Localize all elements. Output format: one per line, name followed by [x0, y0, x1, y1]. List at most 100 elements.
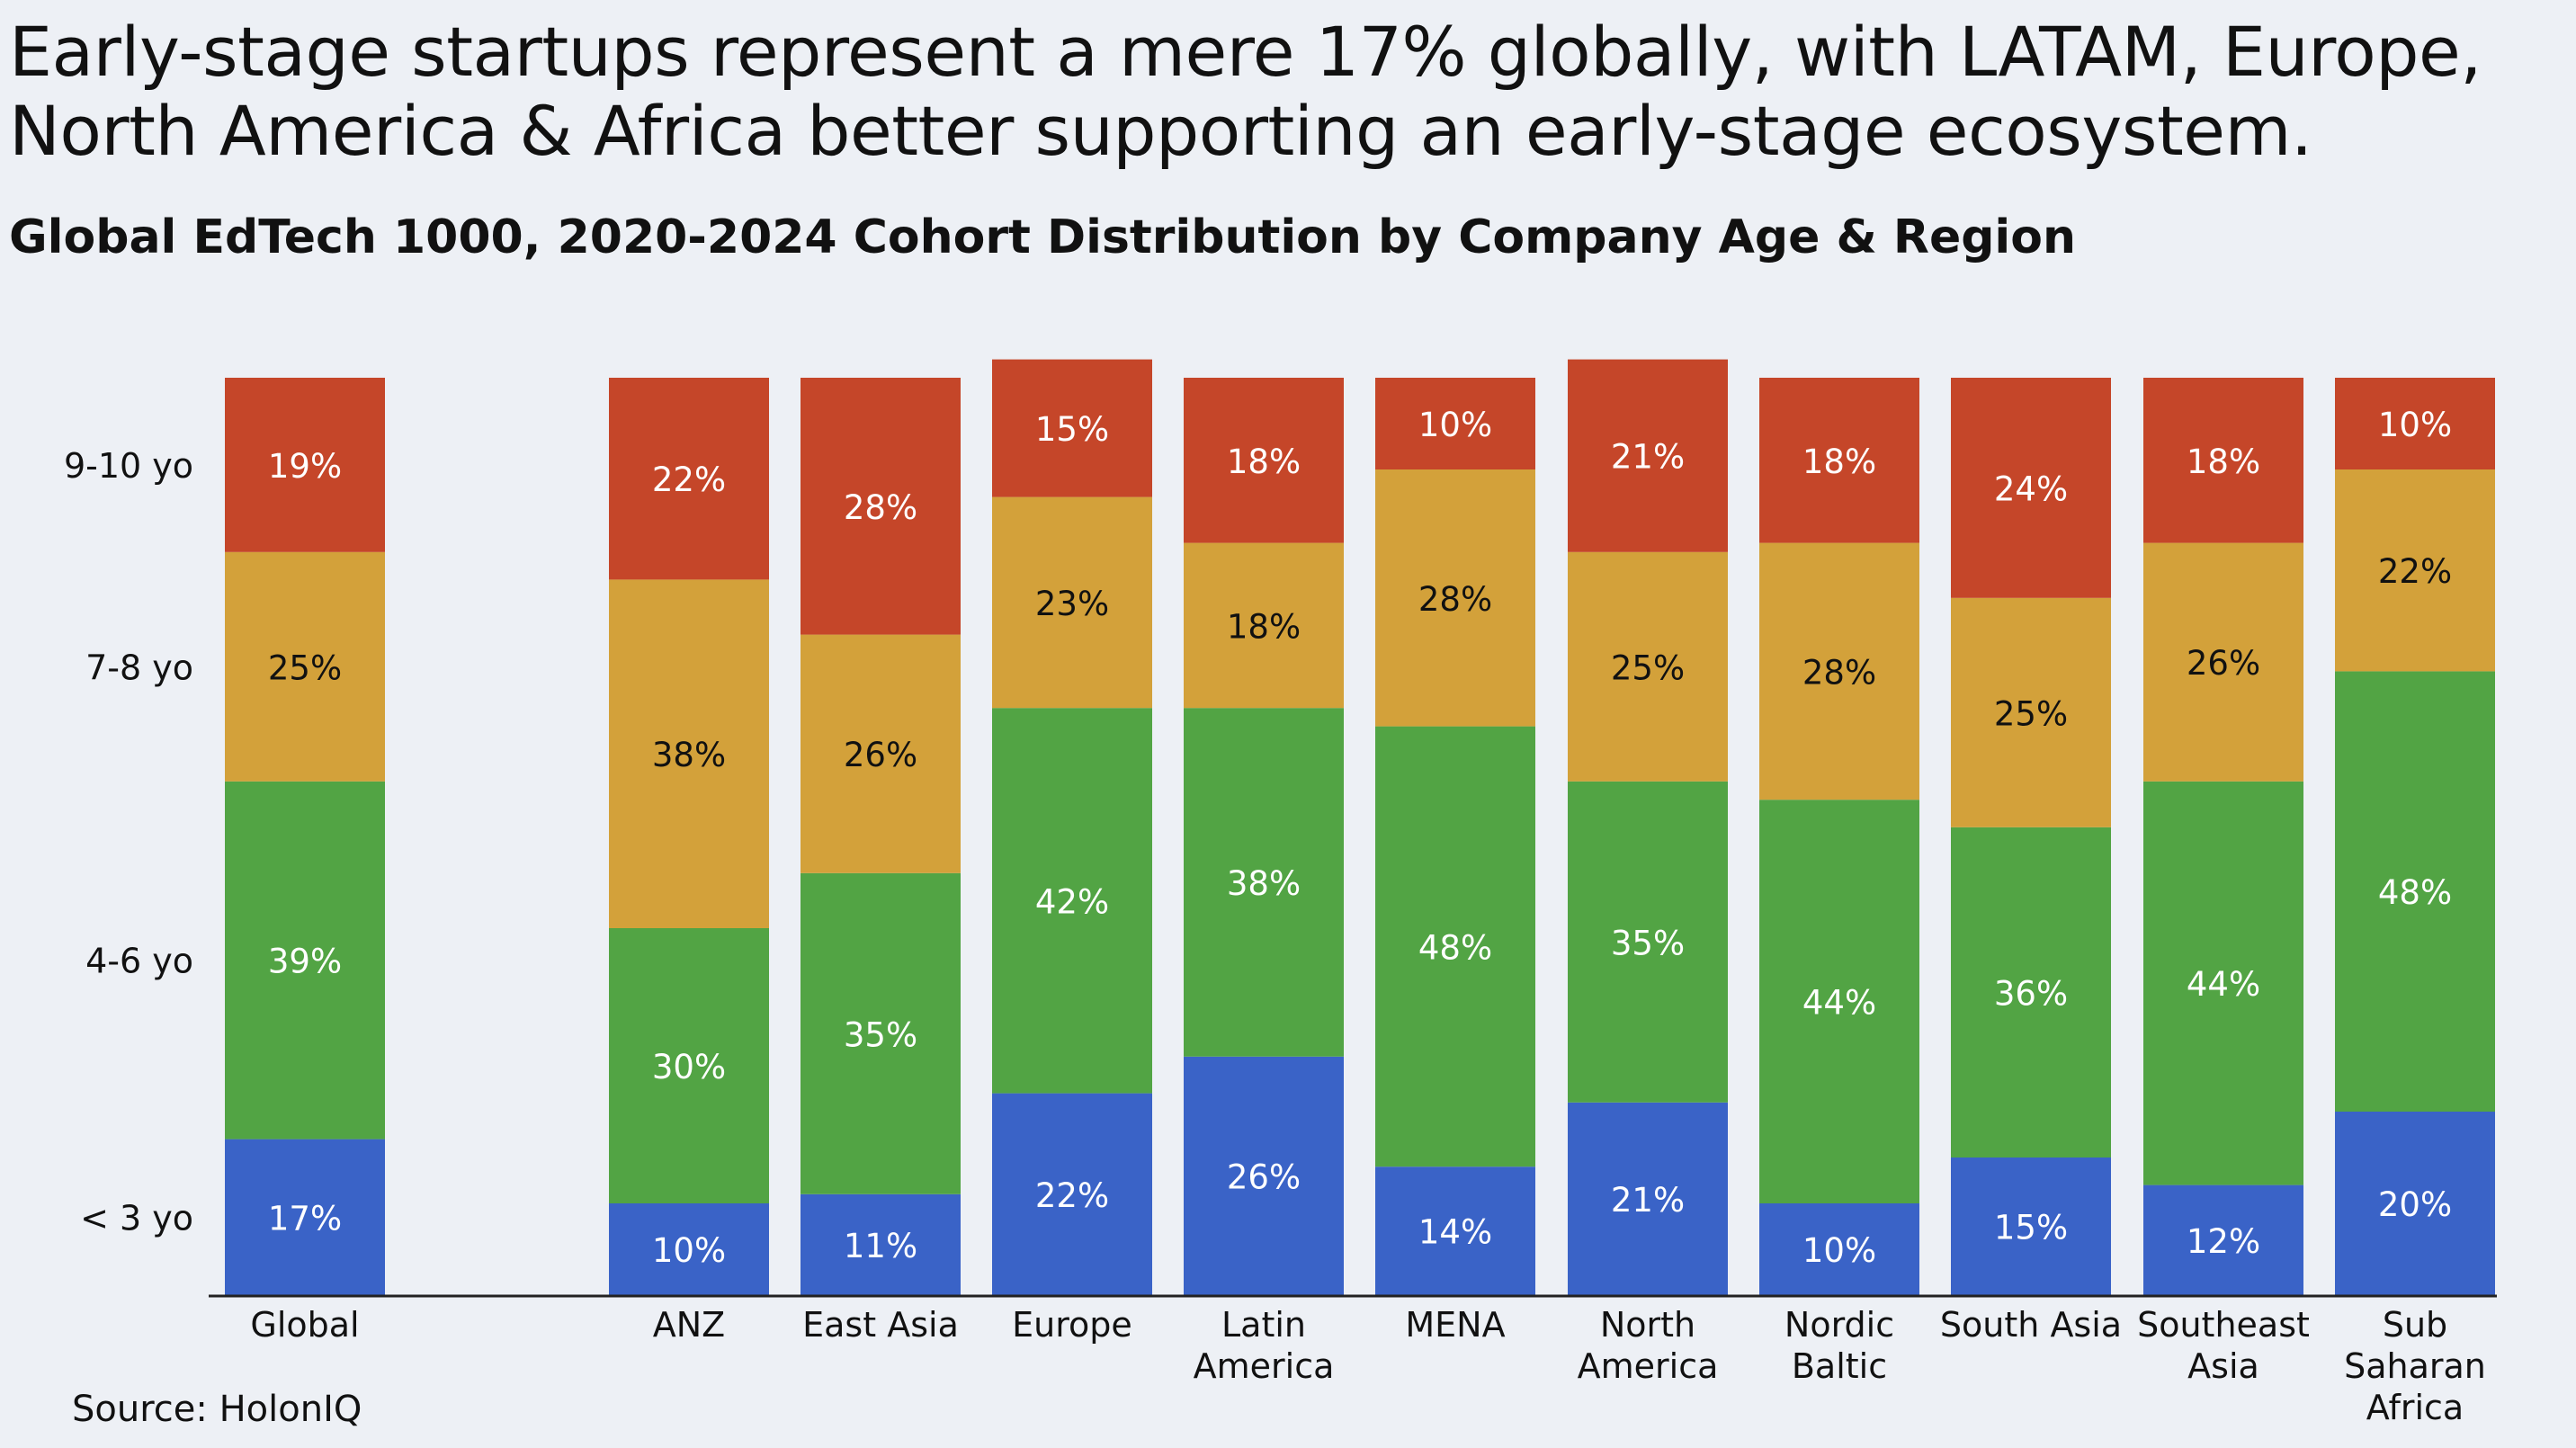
bar-segment: [2143, 378, 2303, 543]
bar-segment: [1951, 1158, 2111, 1295]
data-label: 22%: [2378, 552, 2452, 591]
x-tick-label: MENA: [1405, 1305, 1505, 1345]
data-label: 36%: [1994, 974, 2068, 1013]
data-label: 44%: [1802, 984, 1876, 1023]
bar-segment: [609, 378, 769, 580]
bar-segment: [225, 1139, 385, 1295]
data-label: 19%: [268, 447, 342, 486]
bar-segment: [1759, 378, 1919, 543]
bar-segment: [801, 872, 961, 1194]
x-tick-label: Saharan: [2344, 1346, 2486, 1386]
bar-segment: [1184, 708, 1344, 1057]
data-label: 21%: [1611, 1181, 1685, 1220]
bar-segment: [801, 1193, 961, 1295]
x-tick-label: Southeast: [2137, 1305, 2310, 1345]
x-tick-label: North: [1600, 1305, 1695, 1345]
data-label: 10%: [1802, 1231, 1876, 1270]
data-label: 39%: [268, 943, 342, 981]
data-label: 28%: [1802, 653, 1876, 692]
data-label: 25%: [1994, 694, 2068, 733]
series-axis-label: 7-8 yo: [85, 648, 193, 687]
data-label: 22%: [1035, 1176, 1109, 1215]
bar-segment: [2143, 1184, 2303, 1295]
data-label: 35%: [844, 1015, 917, 1054]
data-label: 22%: [652, 460, 726, 499]
data-label: 42%: [1035, 882, 1109, 921]
data-label: 38%: [1227, 864, 1301, 903]
bar-segment: [1184, 378, 1344, 543]
data-label: 25%: [1611, 648, 1685, 687]
bar-segment: [2335, 378, 2495, 469]
data-label: 38%: [652, 736, 726, 774]
bar-segment: [2335, 1112, 2495, 1295]
x-tick-label: America: [1578, 1346, 1719, 1386]
data-label: 10%: [1418, 406, 1492, 444]
bar-segment: [2335, 671, 2495, 1112]
series-axis-label: 4-6 yo: [85, 942, 193, 981]
bar-segment: [1951, 378, 2111, 598]
data-label: 25%: [268, 648, 342, 687]
data-label: 48%: [2378, 873, 2452, 912]
data-label: 44%: [2187, 965, 2260, 1004]
bar-segment: [992, 708, 1152, 1094]
data-label: 12%: [2187, 1222, 2260, 1261]
x-tick-label: Africa: [2366, 1388, 2464, 1427]
x-tick-label: America: [1194, 1346, 1335, 1386]
data-label: 30%: [652, 1048, 726, 1086]
data-label: 23%: [1035, 585, 1109, 623]
data-label: 17%: [268, 1199, 342, 1238]
data-label: 18%: [1227, 607, 1301, 646]
data-label: 18%: [2187, 442, 2260, 481]
data-label: 15%: [1035, 410, 1109, 449]
data-label: 26%: [1227, 1158, 1301, 1196]
data-label: 26%: [2187, 644, 2260, 683]
bar-segment: [1951, 597, 2111, 827]
data-label: 28%: [844, 488, 917, 527]
bar-segment: [1759, 542, 1919, 800]
data-label: 15%: [1994, 1209, 2068, 1247]
data-label: 26%: [844, 736, 917, 774]
data-label: 35%: [1611, 924, 1685, 962]
bar-segment: [1568, 1102, 1728, 1295]
bar-segment: [1951, 827, 2111, 1158]
bar-segment: [992, 496, 1152, 709]
series-axis-label: < 3 yo: [80, 1198, 193, 1238]
x-tick-label: Global: [250, 1305, 359, 1345]
bar-segment: [609, 579, 769, 928]
data-label: 48%: [1418, 928, 1492, 967]
x-tick-label: Baltic: [1792, 1346, 1887, 1386]
bar-segment: [1568, 359, 1728, 552]
bar-segment: [2335, 469, 2495, 672]
x-tick-label: South Asia: [1940, 1305, 2122, 1345]
bar-segment: [1759, 1203, 1919, 1295]
data-label: 11%: [844, 1227, 917, 1265]
data-label: 24%: [1994, 469, 2068, 508]
bar-segment: [1568, 781, 1728, 1103]
x-tick-label: Asia: [2187, 1346, 2259, 1386]
bar-segment: [1184, 542, 1344, 709]
bar-segment: [992, 1093, 1152, 1295]
x-tick-label: Latin: [1221, 1305, 1306, 1345]
data-label: 14%: [1418, 1213, 1492, 1252]
data-label: 10%: [652, 1231, 726, 1270]
bar-segment: [1568, 551, 1728, 782]
data-label: 18%: [1227, 442, 1301, 481]
bar-segment: [2143, 542, 2303, 782]
x-tick-label: Europe: [1012, 1305, 1132, 1345]
bar-segment: [801, 378, 961, 635]
bar-segment: [1759, 800, 1919, 1203]
bar-segment: [1184, 1056, 1344, 1295]
data-label: 21%: [1611, 438, 1685, 477]
chart-subtitle: Global EdTech 1000, 2020-2024 Cohort Dis…: [9, 210, 2077, 264]
bar-segment: [1375, 726, 1535, 1167]
x-tick-label: East Asia: [802, 1305, 959, 1345]
data-label: 20%: [2378, 1185, 2452, 1224]
x-tick-label: Nordic: [1784, 1305, 1894, 1345]
bar-segment: [1375, 469, 1535, 727]
bar-segment: [1375, 1166, 1535, 1295]
series-axis-label: 9-10 yo: [64, 446, 193, 486]
source-note: Source: HolonIQ: [72, 1389, 362, 1430]
x-tick-label: ANZ: [653, 1305, 725, 1345]
data-label: 10%: [2378, 406, 2452, 444]
